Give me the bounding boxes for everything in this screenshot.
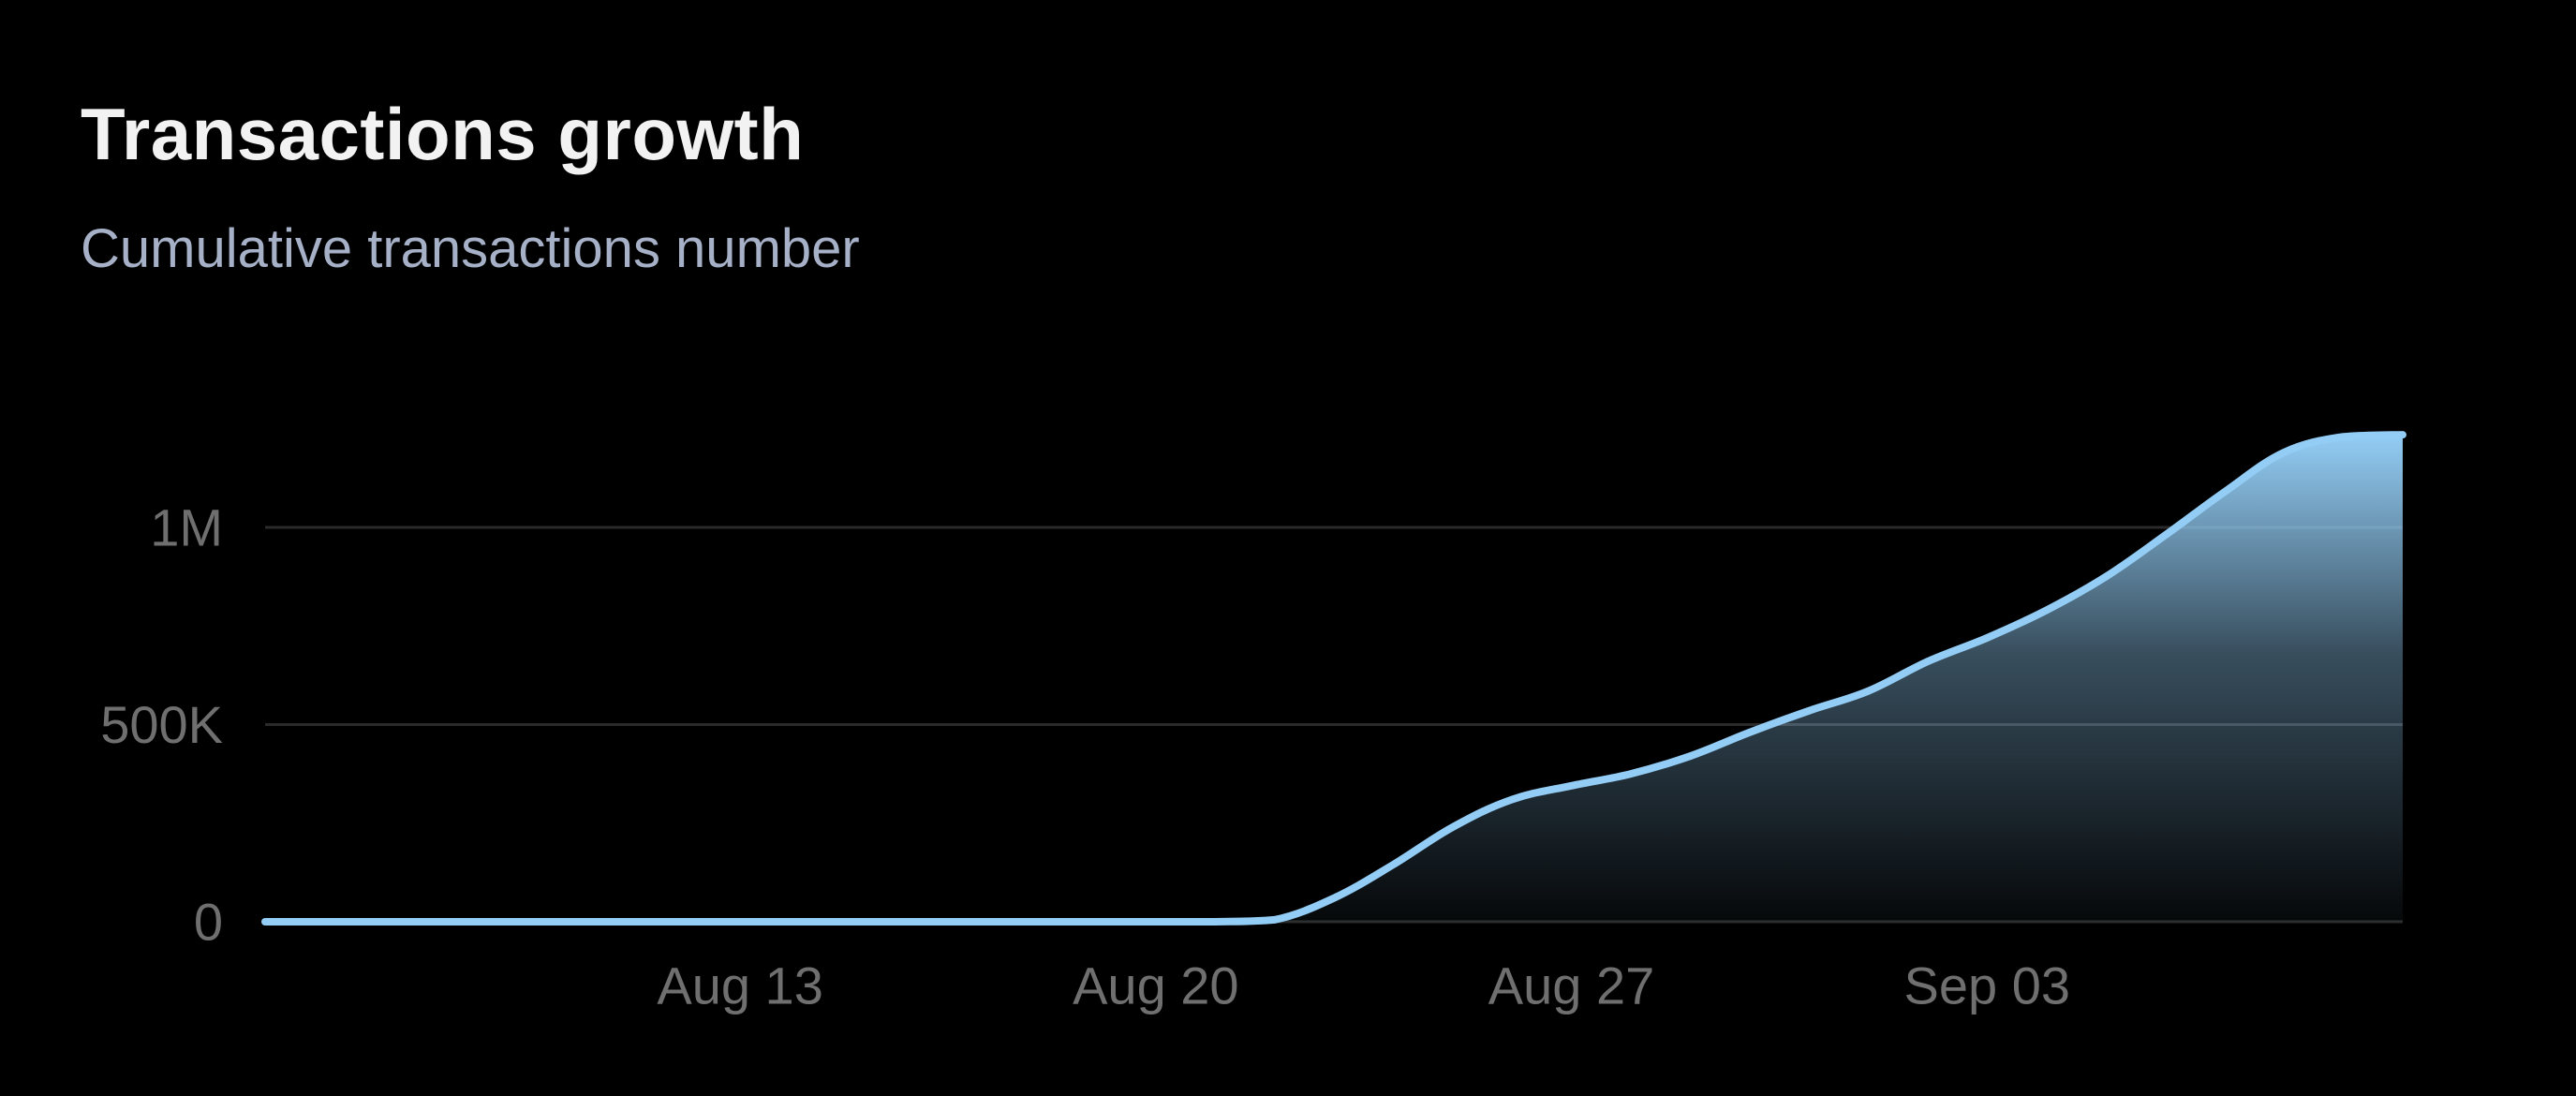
x-tick-label: Aug 13 (657, 956, 823, 1015)
y-tick-label: 1M (150, 498, 223, 557)
x-tick-label: Aug 27 (1488, 956, 1655, 1015)
x-tick-label: Sep 03 (1904, 956, 2071, 1015)
y-tick-label: 500K (100, 695, 223, 754)
chart-subtitle: Cumulative transactions number (81, 218, 860, 279)
y-axis-ticks: 0 500K 1M (100, 498, 223, 952)
series-layer (261, 431, 2406, 926)
chart-title: Transactions growth (81, 93, 805, 175)
x-axis-ticks: Aug 13 Aug 20 Aug 27 Sep 03 (657, 956, 2070, 1015)
x-tick-label: Aug 20 (1073, 956, 1239, 1015)
series-area-fill (265, 435, 2403, 923)
y-tick-label: 0 (194, 893, 223, 952)
series-line (261, 431, 2406, 926)
